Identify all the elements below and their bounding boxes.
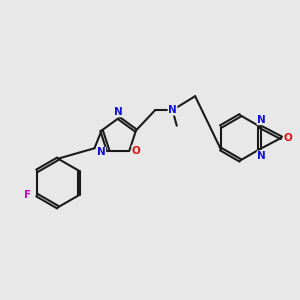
Text: O: O <box>132 146 141 156</box>
Text: N: N <box>168 105 177 115</box>
Text: N: N <box>114 107 123 117</box>
Text: N: N <box>97 148 106 158</box>
Text: N: N <box>257 151 266 161</box>
Text: F: F <box>24 190 31 200</box>
Text: O: O <box>284 133 293 143</box>
Text: N: N <box>257 115 266 124</box>
